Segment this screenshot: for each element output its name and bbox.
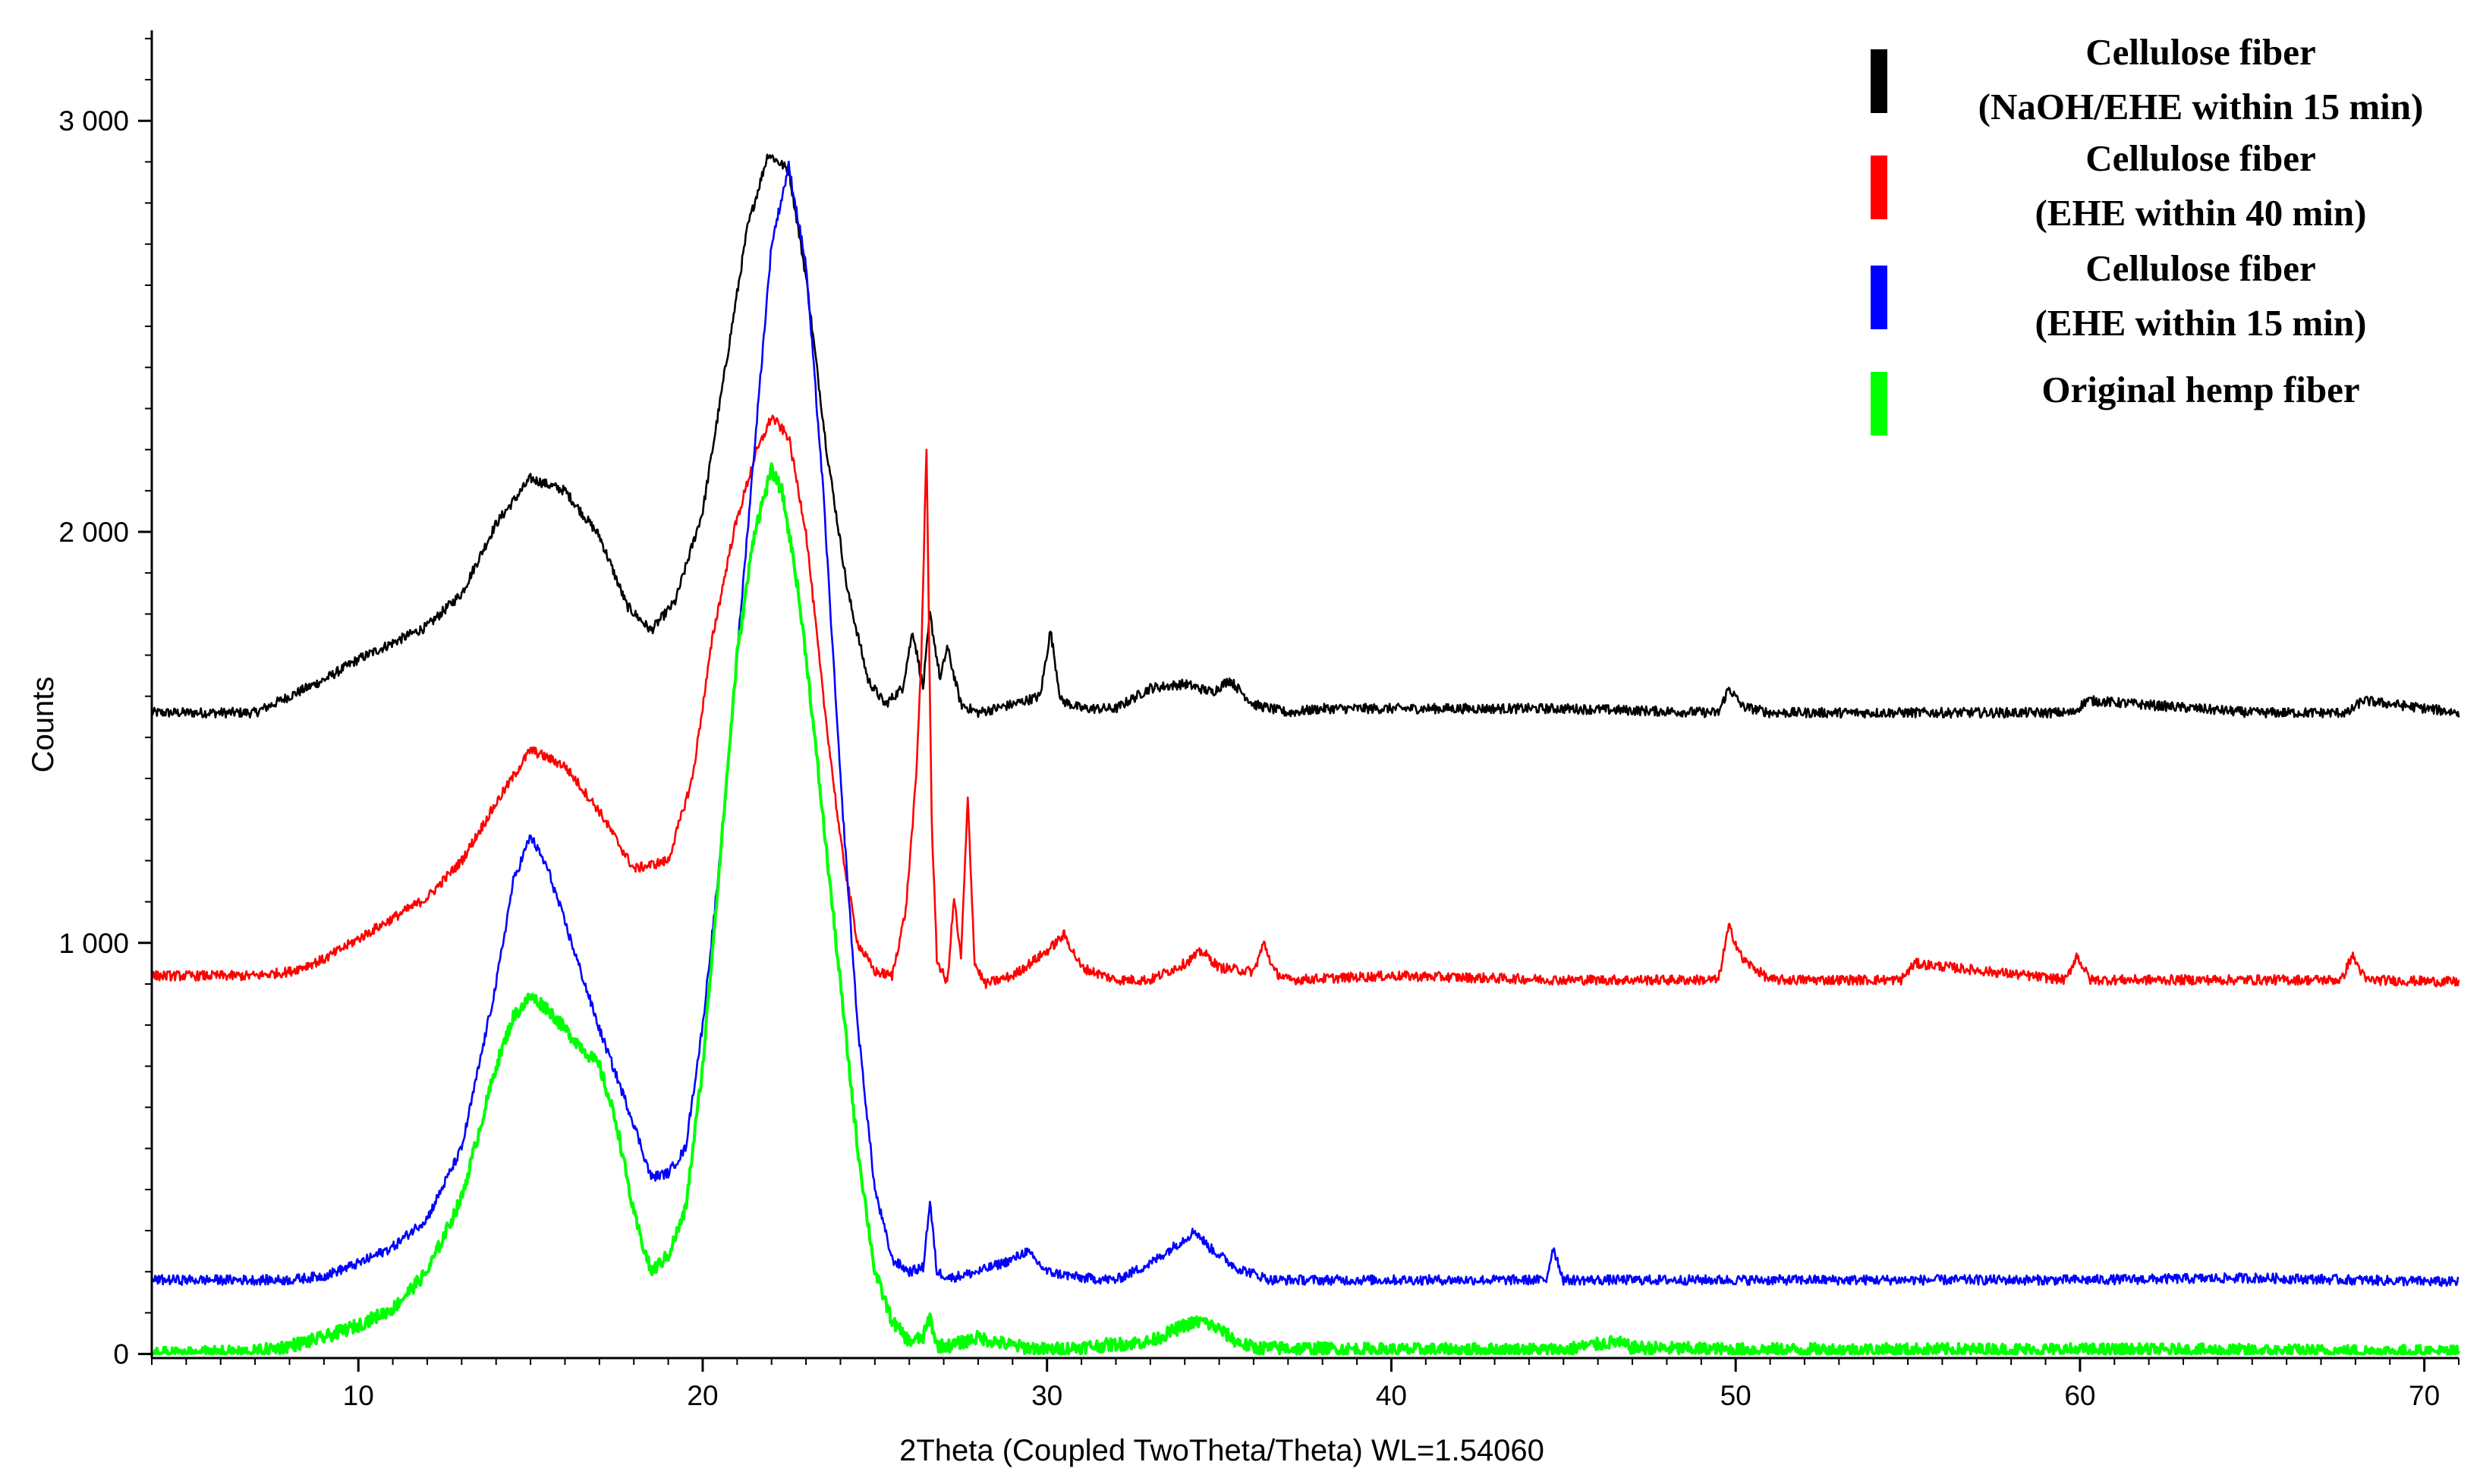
ticks-layer: 10 20 30 40 50 60 70 0 1 000 2 000 3 000 <box>58 37 2460 1411</box>
legend-label-4-1: Original hemp fiber <box>2041 369 2359 410</box>
x-tick-label-20: 20 <box>687 1380 718 1411</box>
legend-label-3-1: Cellulose fiber <box>2085 247 2315 289</box>
legend-swatch-2 <box>1871 156 1887 219</box>
legend-label-1-2: (NaOH/EHE within 15 min) <box>1978 86 2424 127</box>
series-line-4 <box>151 462 2460 1356</box>
x-tick-label-30: 30 <box>1031 1380 1062 1411</box>
y-tick-label-3000: 3 000 <box>58 105 129 137</box>
x-axis-title: 2Theta (Coupled TwoTheta/Theta) WL=1.540… <box>899 1434 1544 1467</box>
x-tick-label-70: 70 <box>2409 1380 2440 1411</box>
legend-swatch-3 <box>1871 266 1887 329</box>
x-tick-label-50: 50 <box>1720 1380 1751 1411</box>
legend-label-2-2: (EHE within 40 min) <box>2035 192 2367 234</box>
legend-swatch-4 <box>1871 372 1887 435</box>
series-line-3 <box>150 160 2460 1287</box>
legend: Cellulose fiber (NaOH/EHE within 15 min) C… <box>1871 31 2423 435</box>
legend-label-3-2: (EHE within 15 min) <box>2035 302 2367 344</box>
legend-label-1-1: Cellulose fiber <box>2085 31 2315 73</box>
legend-swatch-1 <box>1871 49 1887 113</box>
x-tick-label-60: 60 <box>2064 1380 2095 1411</box>
series-line-2 <box>151 414 2460 989</box>
series-layer <box>150 153 2460 1356</box>
series-line-1 <box>150 153 2460 719</box>
legend-label-2-1: Cellulose fiber <box>2085 137 2315 179</box>
y-tick-label-0: 0 <box>113 1339 129 1370</box>
x-tick-label-40: 40 <box>1376 1380 1407 1411</box>
y-axis-title: Counts <box>27 677 60 773</box>
y-tick-label-2000: 2 000 <box>58 517 129 548</box>
y-tick-label-1000: 1 000 <box>58 928 129 959</box>
x-tick-label-10: 10 <box>343 1380 374 1411</box>
